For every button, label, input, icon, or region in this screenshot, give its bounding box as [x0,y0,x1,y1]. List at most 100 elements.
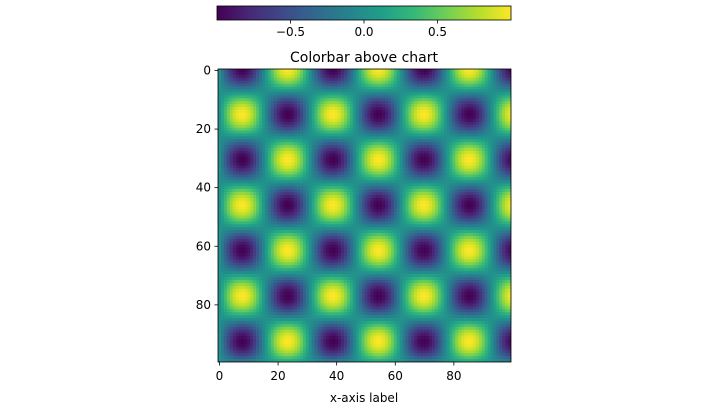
heatmap-cell [455,122,458,125]
heatmap-cell [362,122,365,125]
heatmap-cell [285,110,288,113]
heatmap-cell [467,169,470,172]
heatmap-cell [306,113,309,116]
heatmap-cell [420,116,423,119]
heatmap-cell [458,133,461,136]
heatmap-cell [271,110,274,113]
heatmap-cell [449,177,452,180]
heatmap-cell [288,104,291,107]
heatmap-cell [233,87,236,90]
heatmap-cell [458,98,461,101]
heatmap-cell [458,131,461,134]
heatmap-cell [470,128,473,131]
heatmap-cell [370,142,373,145]
heatmap-cell [318,128,321,131]
heatmap-cell [406,142,409,145]
heatmap-cell [335,154,338,157]
heatmap-cell [318,136,321,139]
heatmap-cell [461,78,464,81]
heatmap-cell [218,204,221,207]
heatmap-cell [241,90,244,93]
heatmap-cell [277,201,280,204]
heatmap-cell [239,192,242,195]
heatmap-cell [408,166,411,169]
heatmap-cell [259,195,262,198]
heatmap-cell [280,139,283,142]
heatmap-cell [224,101,227,104]
heatmap-cell [315,174,318,177]
heatmap-cell [373,142,376,145]
heatmap-cell [321,148,324,151]
heatmap-cell [356,113,359,116]
heatmap-cell [218,139,221,142]
heatmap-cell [370,95,373,98]
heatmap-cell [356,163,359,166]
heatmap-cell [502,125,505,128]
heatmap-cell [406,72,409,75]
heatmap-cell [338,172,341,175]
heatmap-cell [253,136,256,139]
heatmap-cell [482,104,485,107]
heatmap-cell [391,113,394,116]
heatmap-cell [490,95,493,98]
heatmap-cell [303,166,306,169]
heatmap-cell [414,101,417,104]
heatmap-cell [438,183,441,186]
heatmap-cell [435,204,438,207]
heatmap-cell [332,148,335,151]
heatmap-cell [482,136,485,139]
heatmap-cell [408,119,411,122]
heatmap-cell [485,81,488,84]
heatmap-cell [461,180,464,183]
heatmap-cell [485,119,488,122]
heatmap-cell [435,157,438,160]
heatmap-cell [265,122,268,125]
heatmap-cell [323,90,326,93]
heatmap-cell [362,174,365,177]
heatmap-cell [262,104,265,107]
heatmap-cell [426,172,429,175]
heatmap-cell [271,69,274,72]
heatmap-cell [353,84,356,87]
heatmap-cell [482,204,485,207]
heatmap-cell [485,92,488,95]
heatmap-cell [282,78,285,81]
heatmap-cell [414,75,417,78]
heatmap-cell [479,183,482,186]
heatmap-cell [262,160,265,163]
heatmap-cell [382,75,385,78]
heatmap-cell [394,186,397,189]
heatmap-cell [493,166,496,169]
heatmap-cell [411,160,414,163]
heatmap-cell [291,145,294,148]
heatmap-cell [353,192,356,195]
heatmap-cell [335,180,338,183]
heatmap-cell [306,131,309,134]
heatmap-cell [329,75,332,78]
heatmap-cell [303,163,306,166]
heatmap-cell [388,145,391,148]
heatmap-cell [467,145,470,148]
heatmap-cell [265,139,268,142]
heatmap-cell [467,186,470,189]
heatmap-cell [403,81,406,84]
heatmap-cell [312,204,315,207]
heatmap-cell [370,84,373,87]
heatmap-cell [359,119,362,122]
heatmap-cell [488,183,491,186]
heatmap-cell [496,157,499,160]
heatmap-cell [365,210,368,213]
heatmap-cell [429,75,432,78]
heatmap-cell [318,75,321,78]
heatmap-cell [291,119,294,122]
heatmap-cell [300,154,303,157]
heatmap-cell [420,139,423,142]
heatmap-cell [408,113,411,116]
heatmap-cell [385,122,388,125]
heatmap-cell [291,213,294,216]
heatmap-cell [344,122,347,125]
heatmap-cell [341,142,344,145]
heatmap-cell [218,69,221,72]
heatmap-cell [455,81,458,84]
heatmap-cell [435,78,438,81]
